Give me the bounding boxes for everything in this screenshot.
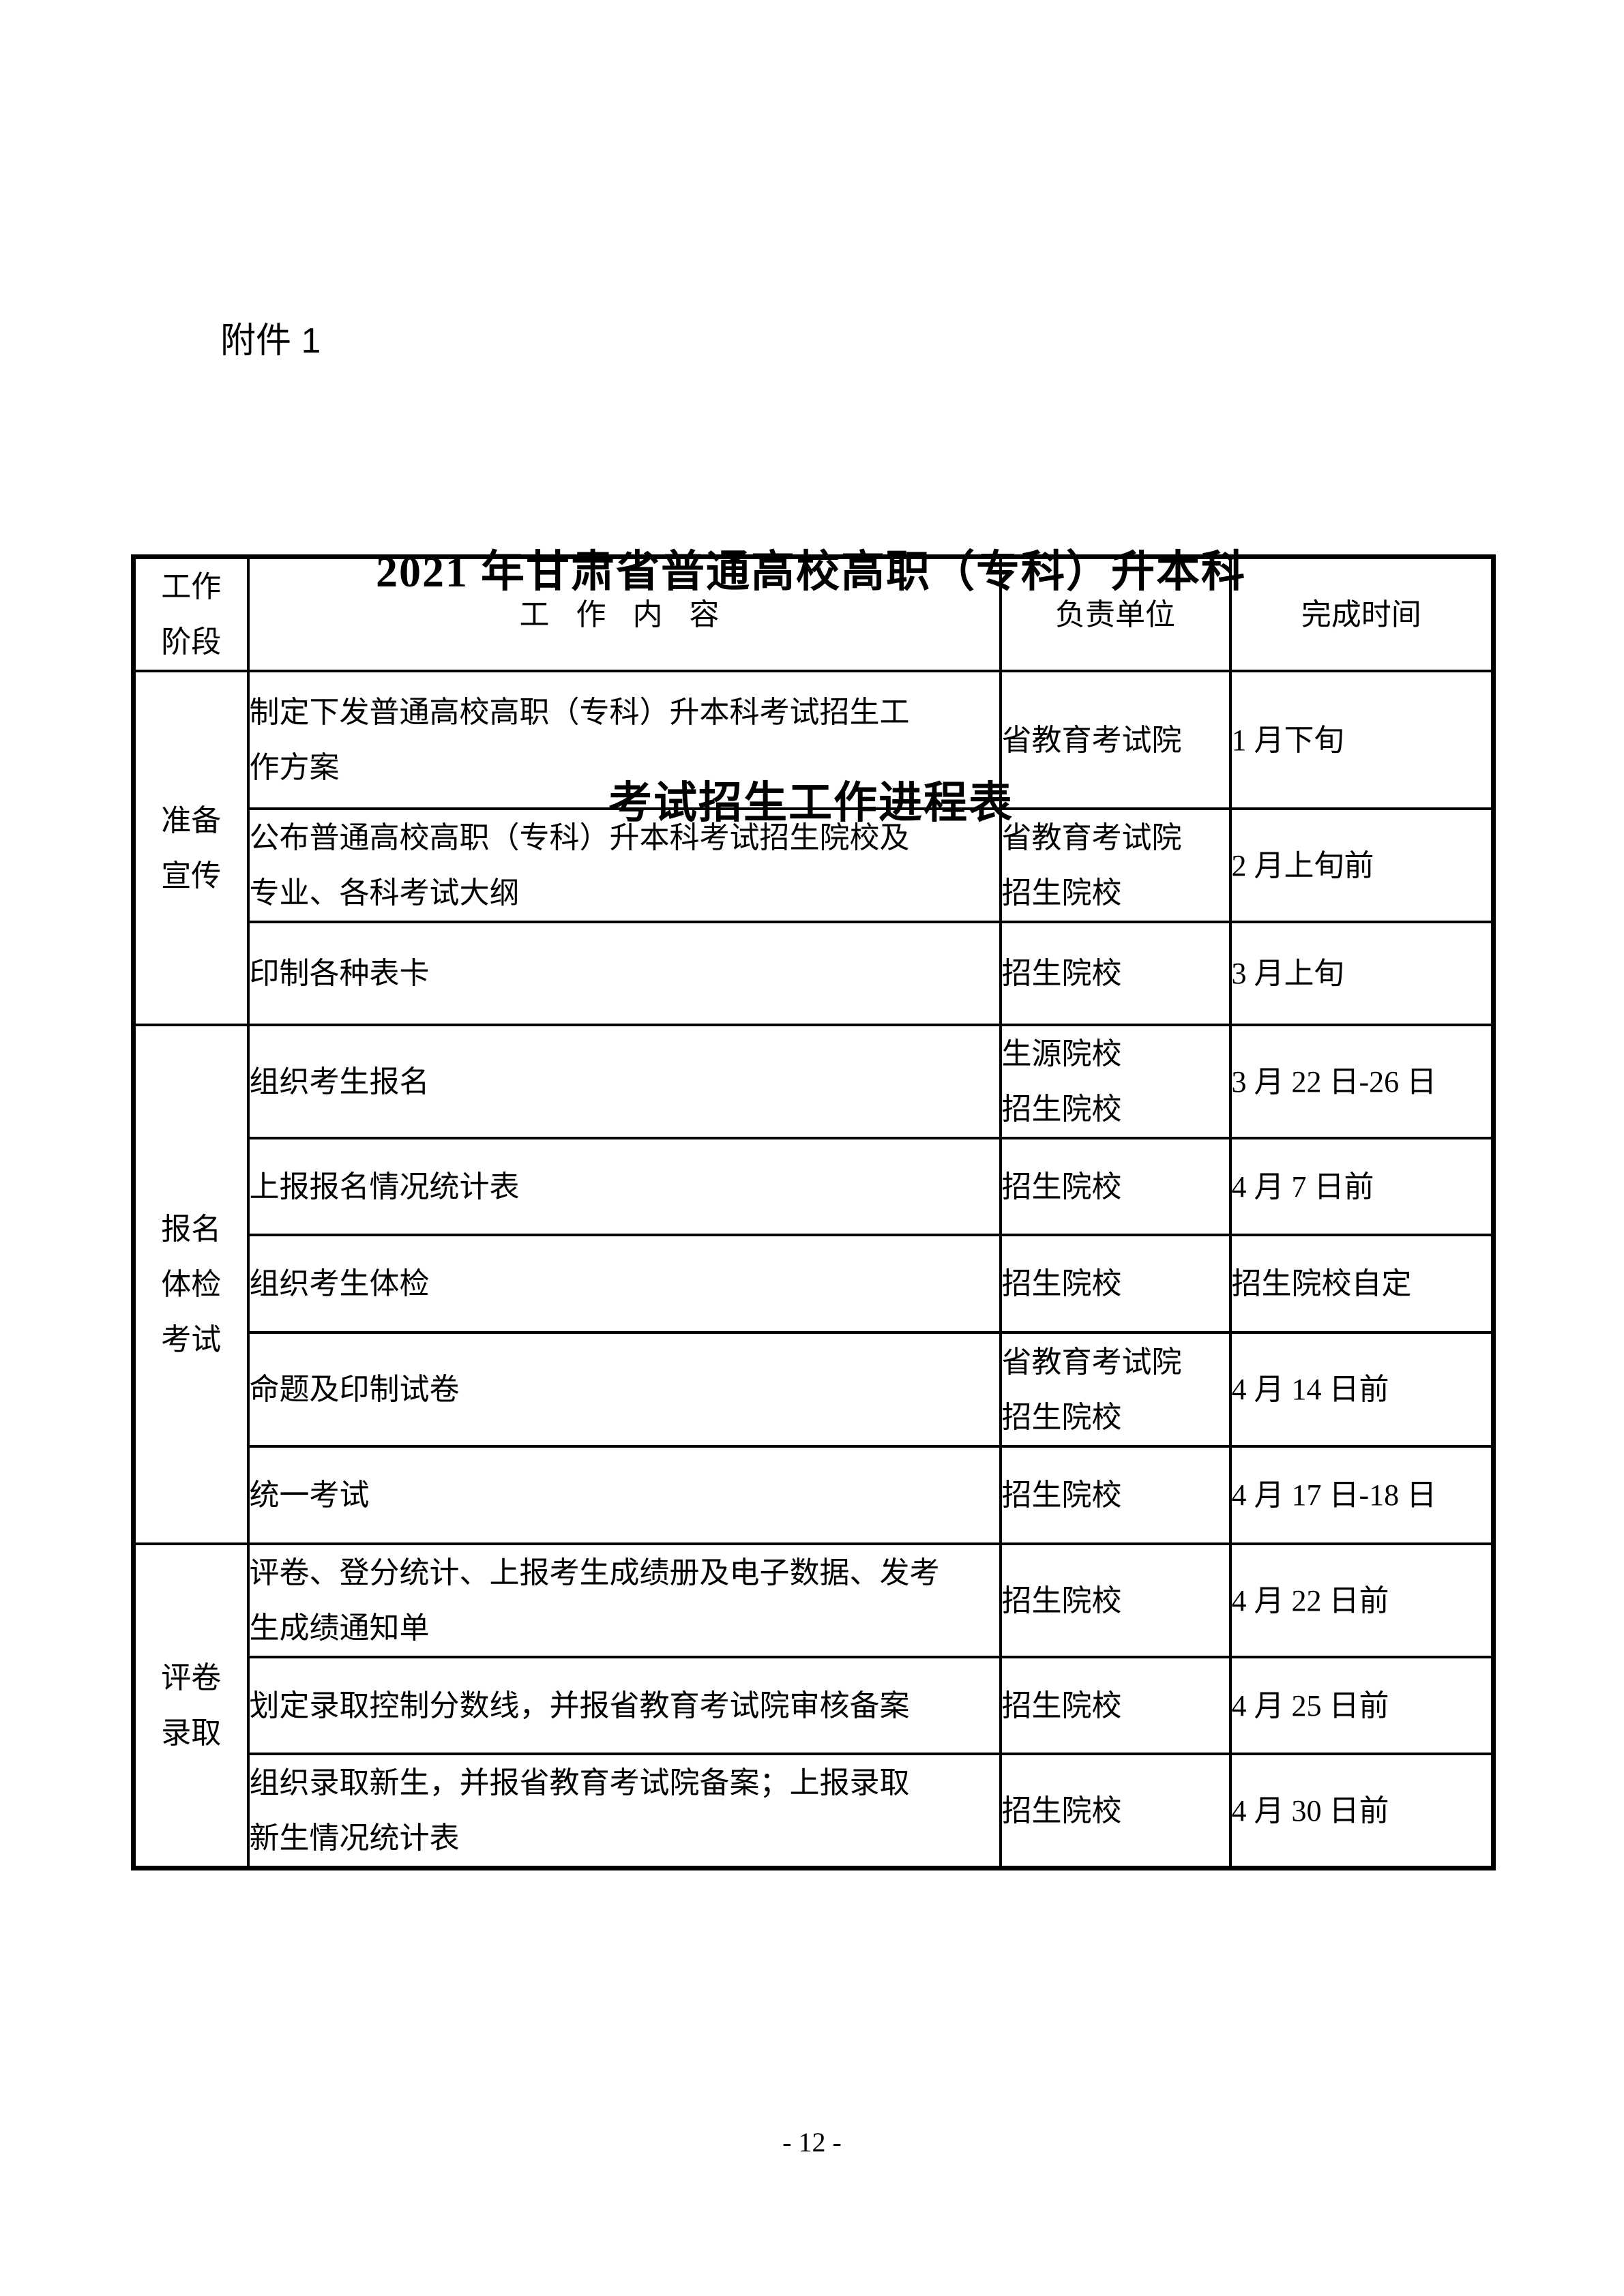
responsible-unit-cell: 招生院校 [999, 1753, 1232, 1870]
completion-time-cell: 3 月 22 日-26 日 [1228, 1024, 1495, 1139]
responsible-unit-cell: 招生院校 [999, 1234, 1232, 1334]
stage-cell-preparation-publicity: 准备 宣传 [132, 670, 250, 1026]
responsible-unit-cell: 省教育考试院 招生院校 [999, 807, 1232, 923]
work-content-cell: 印制各种表卡 [246, 921, 1002, 1026]
completion-time-cell: 招生院校自定 [1228, 1234, 1495, 1334]
responsible-unit-cell: 招生院校 [999, 921, 1232, 1026]
responsible-unit-cell: 省教育考试院 [999, 670, 1232, 810]
work-content-cell: 上报报名情况统计表 [246, 1137, 1002, 1236]
work-content-cell: 评卷、登分统计、上报考生成绩册及电子数据、发考 生成绩通知单 [246, 1542, 1002, 1658]
completion-time-cell: 1 月下旬 [1228, 670, 1495, 810]
responsible-unit-cell: 省教育考试院 招生院校 [999, 1331, 1232, 1448]
completion-time-cell: 3 月上旬 [1228, 921, 1495, 1026]
responsible-unit-cell: 招生院校 [999, 1137, 1232, 1236]
responsible-unit-cell: 生源院校 招生院校 [999, 1024, 1232, 1139]
completion-time-cell: 2 月上旬前 [1228, 807, 1495, 923]
responsible-unit-cell: 招生院校 [999, 1445, 1232, 1545]
table-row: 公布普通高校高职（专科）升本科考试招生院校及 专业、各科考试大纲 省教育考试院 … [134, 807, 1495, 923]
attachment-label: 附件 1 [220, 321, 321, 361]
completion-time-cell: 4 月 30 日前 [1228, 1753, 1495, 1870]
table-row: 统一考试 招生院校 4 月 17 日-18 日 [134, 1445, 1495, 1545]
table-row: 组织考生体检 招生院校 招生院校自定 [134, 1234, 1495, 1334]
page-number: - 12 - [782, 2127, 842, 2158]
work-content-cell: 划定录取控制分数线，并报省教育考试院审核备案 [246, 1656, 1002, 1755]
table-row: 命题及印制试卷 省教育考试院 招生院校 4 月 14 日前 [134, 1331, 1495, 1448]
header-responsible-unit: 负责单位 [999, 555, 1232, 672]
table-row: 上报报名情况统计表 招生院校 4 月 7 日前 [134, 1137, 1495, 1236]
completion-time-cell: 4 月 14 日前 [1228, 1331, 1495, 1448]
work-content-cell: 组织考生体检 [246, 1234, 1002, 1334]
schedule-table: 工作 阶段 工 作 内 容 负责单位 完成时间 准备 宣传 制定下发普通高校高职… [131, 554, 1496, 1870]
work-content-cell: 组织录取新生，并报省教育考试院备案；上报录取 新生情况统计表 [246, 1753, 1002, 1870]
table-row: 准备 宣传 制定下发普通高校高职（专科）升本科考试招生工 作方案 省教育考试院 … [132, 670, 1495, 1026]
completion-time-cell: 4 月 25 日前 [1228, 1656, 1495, 1755]
header-work-stage: 工作 阶段 [132, 555, 250, 672]
responsible-unit-cell: 招生院校 [999, 1656, 1232, 1755]
table-row: 组织录取新生，并报省教育考试院备案；上报录取 新生情况统计表 招生院校 4 月 … [134, 1753, 1495, 1870]
work-content-cell: 公布普通高校高职（专科）升本科考试招生院校及 专业、各科考试大纲 [246, 807, 1002, 923]
work-content-cell: 统一考试 [246, 1445, 1002, 1545]
table-row: 报名 体检 考试 组织考生报名 生源院校 招生院校 3 月 22 日-26 日 [132, 1024, 1495, 1545]
table-header-row: 工作 阶段 工 作 内 容 负责单位 完成时间 [132, 555, 1495, 672]
completion-time-cell: 4 月 17 日-18 日 [1228, 1445, 1495, 1545]
work-content-cell: 组织考生报名 [246, 1024, 1002, 1139]
work-content-cell: 制定下发普通高校高职（专科）升本科考试招生工 作方案 [246, 670, 1002, 810]
completion-time-cell: 4 月 22 日前 [1228, 1542, 1495, 1658]
stage-cell-grading-admission: 评卷 录取 [132, 1542, 250, 1870]
stage-cell-registration-exam: 报名 体检 考试 [132, 1024, 250, 1545]
table-row: 划定录取控制分数线，并报省教育考试院审核备案 招生院校 4 月 25 日前 [134, 1656, 1495, 1755]
header-completion-time: 完成时间 [1228, 555, 1495, 672]
completion-time-cell: 4 月 7 日前 [1228, 1137, 1495, 1236]
table-row: 印制各种表卡 招生院校 3 月上旬 [134, 921, 1495, 1026]
table-row: 评卷 录取 评卷、登分统计、上报考生成绩册及电子数据、发考 生成绩通知单 招生院… [132, 1542, 1495, 1870]
responsible-unit-cell: 招生院校 [999, 1542, 1232, 1658]
header-work-content: 工 作 内 容 [246, 555, 1002, 672]
work-content-cell: 命题及印制试卷 [246, 1331, 1002, 1448]
